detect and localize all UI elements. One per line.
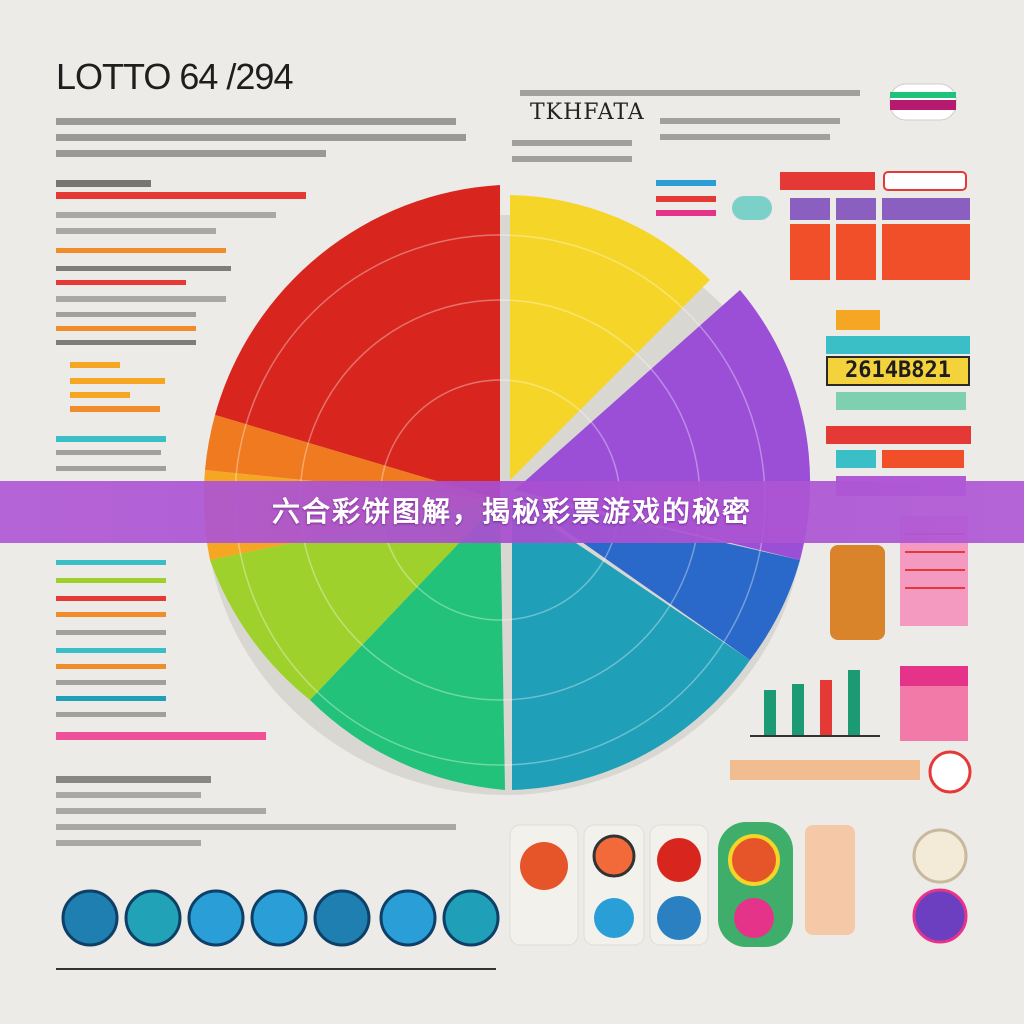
bottom-left-badges bbox=[61, 889, 500, 947]
pie-slice-red bbox=[215, 185, 500, 500]
pie-slice-yellow bbox=[510, 195, 710, 480]
left-text-column bbox=[56, 118, 496, 970]
bottom-right-cards bbox=[509, 822, 968, 947]
title-banner bbox=[0, 481, 1024, 543]
poster-title: LOTTO 64 /294 bbox=[56, 56, 293, 97]
poster-subhead: TKHFATA bbox=[530, 100, 645, 125]
pie-slice-orange bbox=[205, 415, 500, 500]
number-readout: 2614B821 bbox=[826, 356, 970, 386]
banner-title: 六合彩饼图解，揭秘彩票游戏的秘密 bbox=[271, 495, 752, 528]
pie-slice-green bbox=[310, 500, 505, 790]
top-center-notes bbox=[512, 90, 860, 216]
pie-slice-teal bbox=[512, 500, 750, 790]
pie-slice-lime bbox=[210, 500, 500, 700]
